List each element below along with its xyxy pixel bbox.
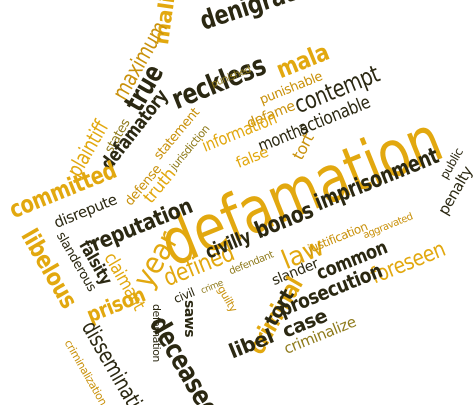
word-libel: libel — [225, 323, 277, 364]
word-saws: saws — [181, 300, 197, 338]
word-guilty: guilty — [214, 283, 240, 315]
word-aggravated: aggravated — [361, 211, 415, 242]
word-denigration: denigration — [196, 0, 332, 37]
